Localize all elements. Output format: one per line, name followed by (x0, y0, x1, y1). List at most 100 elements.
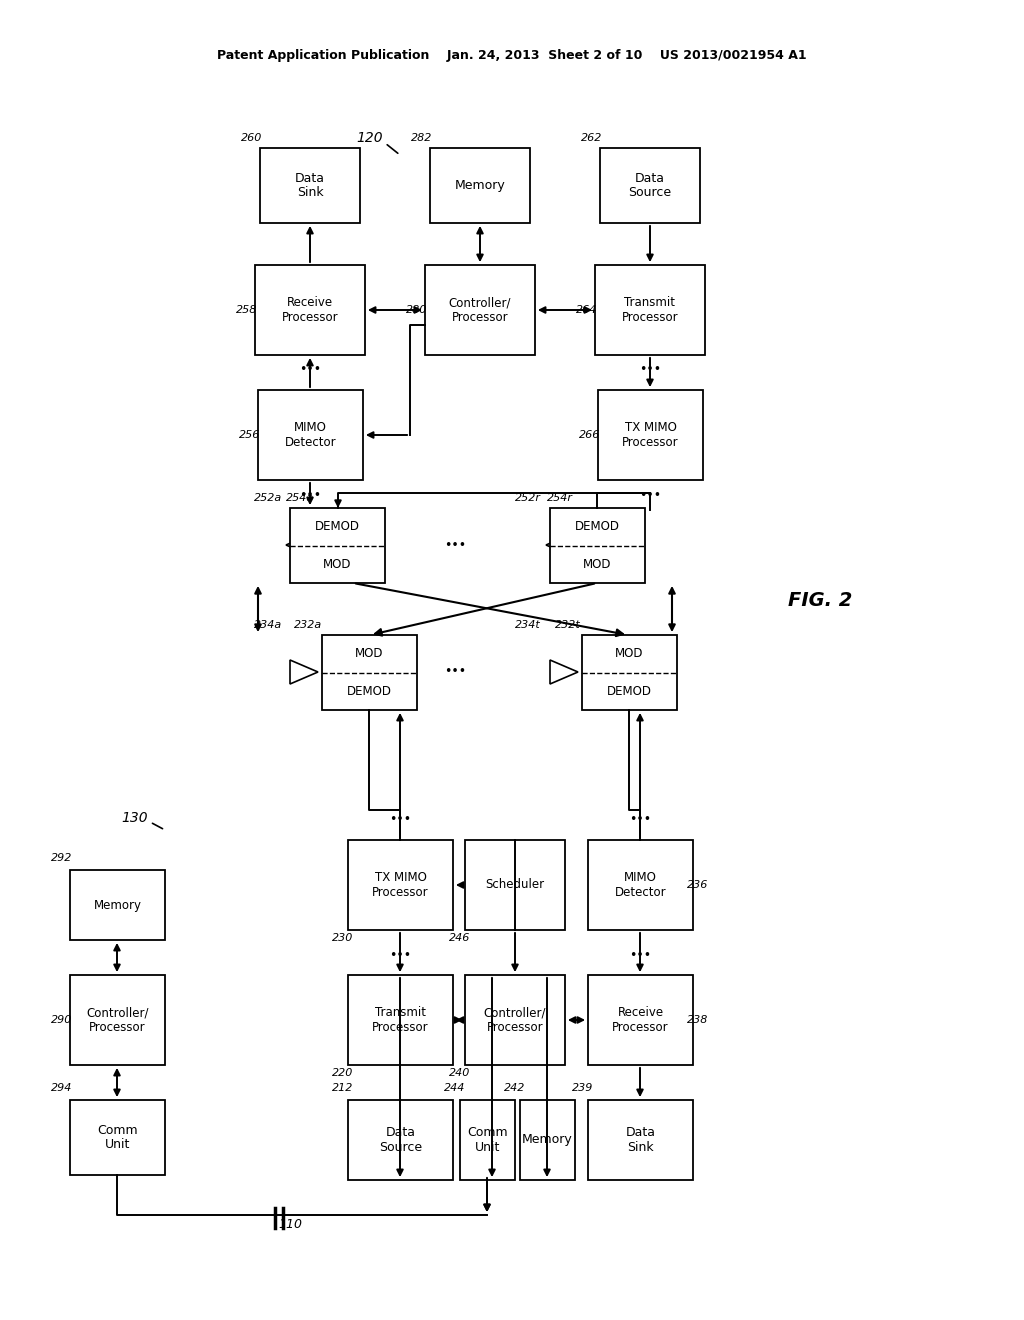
Text: MIMO
Detector: MIMO Detector (614, 871, 667, 899)
Text: 256: 256 (240, 430, 261, 440)
Text: Data
Sink: Data Sink (626, 1126, 655, 1154)
Text: 290: 290 (51, 1015, 73, 1026)
Text: 230: 230 (333, 933, 353, 942)
Polygon shape (546, 533, 574, 557)
Text: 238: 238 (687, 1015, 709, 1026)
FancyBboxPatch shape (70, 975, 165, 1065)
Text: •••: ••• (629, 949, 651, 961)
Text: •••: ••• (639, 488, 662, 502)
Text: 294: 294 (51, 1082, 73, 1093)
FancyBboxPatch shape (255, 265, 365, 355)
Text: Patent Application Publication    Jan. 24, 2013  Sheet 2 of 10    US 2013/002195: Patent Application Publication Jan. 24, … (217, 49, 807, 62)
Text: •••: ••• (639, 363, 662, 376)
Text: 254a: 254a (286, 492, 314, 503)
FancyBboxPatch shape (550, 508, 645, 583)
FancyBboxPatch shape (460, 1100, 515, 1180)
Text: 232a: 232a (294, 620, 323, 630)
FancyBboxPatch shape (582, 635, 677, 710)
FancyBboxPatch shape (588, 840, 693, 931)
Text: •••: ••• (444, 665, 466, 678)
Text: Controller/
Processor: Controller/ Processor (483, 1006, 546, 1034)
Text: 292: 292 (51, 853, 73, 863)
Text: Receive
Processor: Receive Processor (612, 1006, 669, 1034)
Text: FIG. 2: FIG. 2 (787, 590, 852, 610)
Text: MIMO
Detector: MIMO Detector (285, 421, 336, 449)
Text: Memory: Memory (455, 180, 506, 191)
FancyBboxPatch shape (348, 1100, 453, 1180)
FancyBboxPatch shape (322, 635, 417, 710)
FancyBboxPatch shape (465, 840, 565, 931)
Text: 234t: 234t (515, 620, 541, 630)
FancyBboxPatch shape (595, 265, 705, 355)
FancyBboxPatch shape (348, 840, 453, 931)
Text: TX MIMO
Processor: TX MIMO Processor (623, 421, 679, 449)
Text: •••: ••• (444, 539, 466, 552)
Text: Data
Source: Data Source (379, 1126, 422, 1154)
Text: MOD: MOD (355, 647, 384, 660)
Text: Controller/
Processor: Controller/ Processor (86, 1006, 148, 1034)
FancyBboxPatch shape (598, 389, 703, 480)
Text: •••: ••• (389, 949, 411, 961)
Text: 252r: 252r (515, 492, 541, 503)
Text: 266: 266 (580, 430, 601, 440)
Text: Data
Sink: Data Sink (295, 172, 325, 199)
FancyBboxPatch shape (430, 148, 530, 223)
Text: 246: 246 (450, 933, 471, 942)
FancyBboxPatch shape (588, 1100, 693, 1180)
Text: 110: 110 (278, 1218, 302, 1232)
Text: 254r: 254r (547, 492, 573, 503)
FancyBboxPatch shape (588, 975, 693, 1065)
Text: 232t: 232t (555, 620, 581, 630)
FancyBboxPatch shape (425, 265, 535, 355)
Text: Transmit
Processor: Transmit Processor (372, 1006, 429, 1034)
Text: TX MIMO
Processor: TX MIMO Processor (372, 871, 429, 899)
Text: Receive
Processor: Receive Processor (282, 296, 338, 323)
Text: 240: 240 (450, 1068, 471, 1078)
Text: 258: 258 (237, 305, 258, 315)
Text: DEMOD: DEMOD (575, 520, 620, 533)
FancyBboxPatch shape (260, 148, 360, 223)
Text: MOD: MOD (615, 647, 644, 660)
Text: DEMOD: DEMOD (315, 520, 360, 533)
FancyBboxPatch shape (600, 148, 700, 223)
Text: 120: 120 (356, 131, 383, 145)
Text: Memory: Memory (522, 1134, 572, 1147)
Text: Comm
Unit: Comm Unit (467, 1126, 508, 1154)
Text: 239: 239 (572, 1082, 594, 1093)
Text: 244: 244 (444, 1082, 466, 1093)
Text: 242: 242 (504, 1082, 525, 1093)
Text: •••: ••• (389, 813, 411, 826)
Text: MOD: MOD (584, 558, 611, 570)
Text: 236: 236 (687, 880, 709, 890)
Text: 260: 260 (242, 133, 263, 143)
Text: 262: 262 (582, 133, 603, 143)
FancyBboxPatch shape (290, 508, 385, 583)
Text: Controller/
Processor: Controller/ Processor (449, 296, 511, 323)
Text: 130: 130 (122, 810, 148, 825)
Text: 280: 280 (407, 305, 428, 315)
Text: Data
Source: Data Source (629, 172, 672, 199)
Polygon shape (286, 533, 314, 557)
Text: 252a: 252a (254, 492, 283, 503)
Text: Comm
Unit: Comm Unit (97, 1123, 138, 1151)
FancyBboxPatch shape (70, 870, 165, 940)
Text: 282: 282 (412, 133, 433, 143)
Text: 220: 220 (333, 1068, 353, 1078)
FancyBboxPatch shape (520, 1100, 575, 1180)
Text: DEMOD: DEMOD (347, 685, 392, 698)
Polygon shape (290, 660, 318, 684)
Text: •••: ••• (299, 488, 322, 502)
Text: 264: 264 (577, 305, 598, 315)
Text: •••: ••• (629, 813, 651, 826)
Text: Transmit
Processor: Transmit Processor (622, 296, 678, 323)
Text: DEMOD: DEMOD (607, 685, 652, 698)
Text: •••: ••• (299, 363, 322, 376)
FancyBboxPatch shape (258, 389, 362, 480)
Text: 212: 212 (333, 1082, 353, 1093)
FancyBboxPatch shape (348, 975, 453, 1065)
Polygon shape (550, 660, 578, 684)
FancyBboxPatch shape (465, 975, 565, 1065)
Text: MOD: MOD (324, 558, 352, 570)
FancyBboxPatch shape (70, 1100, 165, 1175)
Text: Memory: Memory (93, 899, 141, 912)
